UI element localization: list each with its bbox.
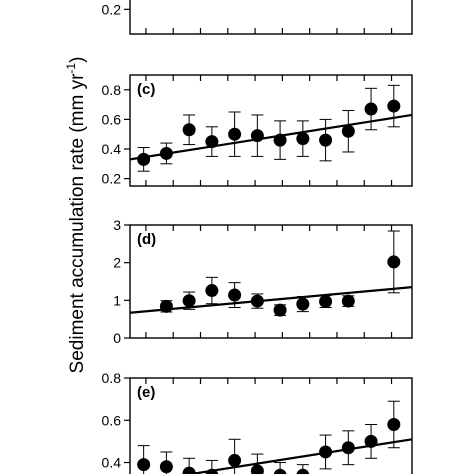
trend-line bbox=[184, 438, 413, 474]
data-point bbox=[205, 468, 219, 474]
y-tick-label: 1 bbox=[113, 292, 121, 308]
y-axis-title: Sediment accumulation rate (mm yr-1) bbox=[64, 57, 88, 374]
data-point bbox=[228, 453, 242, 467]
y-tick-label: 0.6 bbox=[102, 111, 122, 127]
data-point bbox=[296, 297, 310, 311]
data-point bbox=[182, 466, 196, 474]
data-point bbox=[296, 132, 310, 146]
data-point bbox=[273, 133, 287, 147]
data-point bbox=[341, 124, 355, 138]
data-point bbox=[250, 294, 264, 308]
y-tick-label: 0.8 bbox=[102, 82, 122, 98]
plot-frame bbox=[129, 224, 413, 339]
data-point bbox=[137, 152, 151, 166]
data-point bbox=[387, 417, 401, 431]
data-point bbox=[387, 99, 401, 113]
data-point bbox=[250, 464, 264, 474]
y-tick-label: 0.4 bbox=[102, 141, 122, 157]
y-tick-label: 0.2 bbox=[102, 1, 122, 17]
plot-frame bbox=[129, 377, 413, 474]
plot-frame bbox=[129, 74, 413, 187]
y-axis-title-close: ) bbox=[67, 57, 88, 63]
data-point bbox=[273, 468, 287, 474]
panel-label: (d) bbox=[137, 231, 156, 248]
y-tick-label: 2 bbox=[113, 255, 121, 271]
trend-line bbox=[129, 286, 413, 314]
y-tick-label: 0.2 bbox=[102, 171, 122, 187]
data-point bbox=[341, 441, 355, 455]
data-point bbox=[250, 129, 264, 143]
data-point bbox=[228, 127, 242, 141]
data-point bbox=[319, 445, 333, 459]
y-tick-label: 0.4 bbox=[102, 455, 122, 471]
data-point bbox=[387, 255, 401, 269]
trend-line bbox=[129, 113, 413, 161]
y-tick-label: 0.8 bbox=[102, 370, 122, 386]
data-point bbox=[182, 123, 196, 137]
data-point bbox=[205, 284, 219, 298]
data-point bbox=[319, 133, 333, 147]
data-point bbox=[273, 303, 287, 317]
data-point bbox=[182, 294, 196, 308]
data-point bbox=[205, 135, 219, 149]
panel-4: 0.4 0.6 0.8 (e) bbox=[102, 370, 413, 474]
panel-label: (e) bbox=[137, 384, 155, 401]
panel-1: 0.2 bbox=[102, 0, 413, 35]
plot-frame bbox=[129, 0, 413, 35]
panel-2: 0.2 0.4 0.6 0.8 (c) bbox=[102, 74, 413, 187]
data-point bbox=[137, 458, 151, 472]
data-point bbox=[364, 102, 378, 116]
data-point bbox=[159, 460, 173, 474]
y-tick-label: 0 bbox=[113, 330, 121, 346]
y-tick-label: 3 bbox=[113, 217, 121, 233]
panel-3: 0 1 2 3 (d) bbox=[113, 217, 413, 346]
data-point bbox=[159, 146, 173, 160]
chart-panels: 0.2 0.2 0.4 0.6 0.8 (c) 0 1 2 3 (d) 0.4 0.6 0.8 (e) bbox=[102, 0, 413, 474]
data-point bbox=[319, 294, 333, 308]
y-tick-label: 0.6 bbox=[102, 412, 122, 428]
data-point bbox=[341, 294, 355, 308]
data-point bbox=[296, 468, 310, 474]
y-axis-title-main: Sediment accumulation rate (mm yr bbox=[67, 73, 88, 374]
panel-label: (c) bbox=[137, 81, 155, 98]
data-point bbox=[364, 434, 378, 448]
data-point bbox=[159, 299, 173, 313]
data-point bbox=[228, 288, 242, 302]
y-axis-title-exponent: -1 bbox=[64, 63, 78, 74]
